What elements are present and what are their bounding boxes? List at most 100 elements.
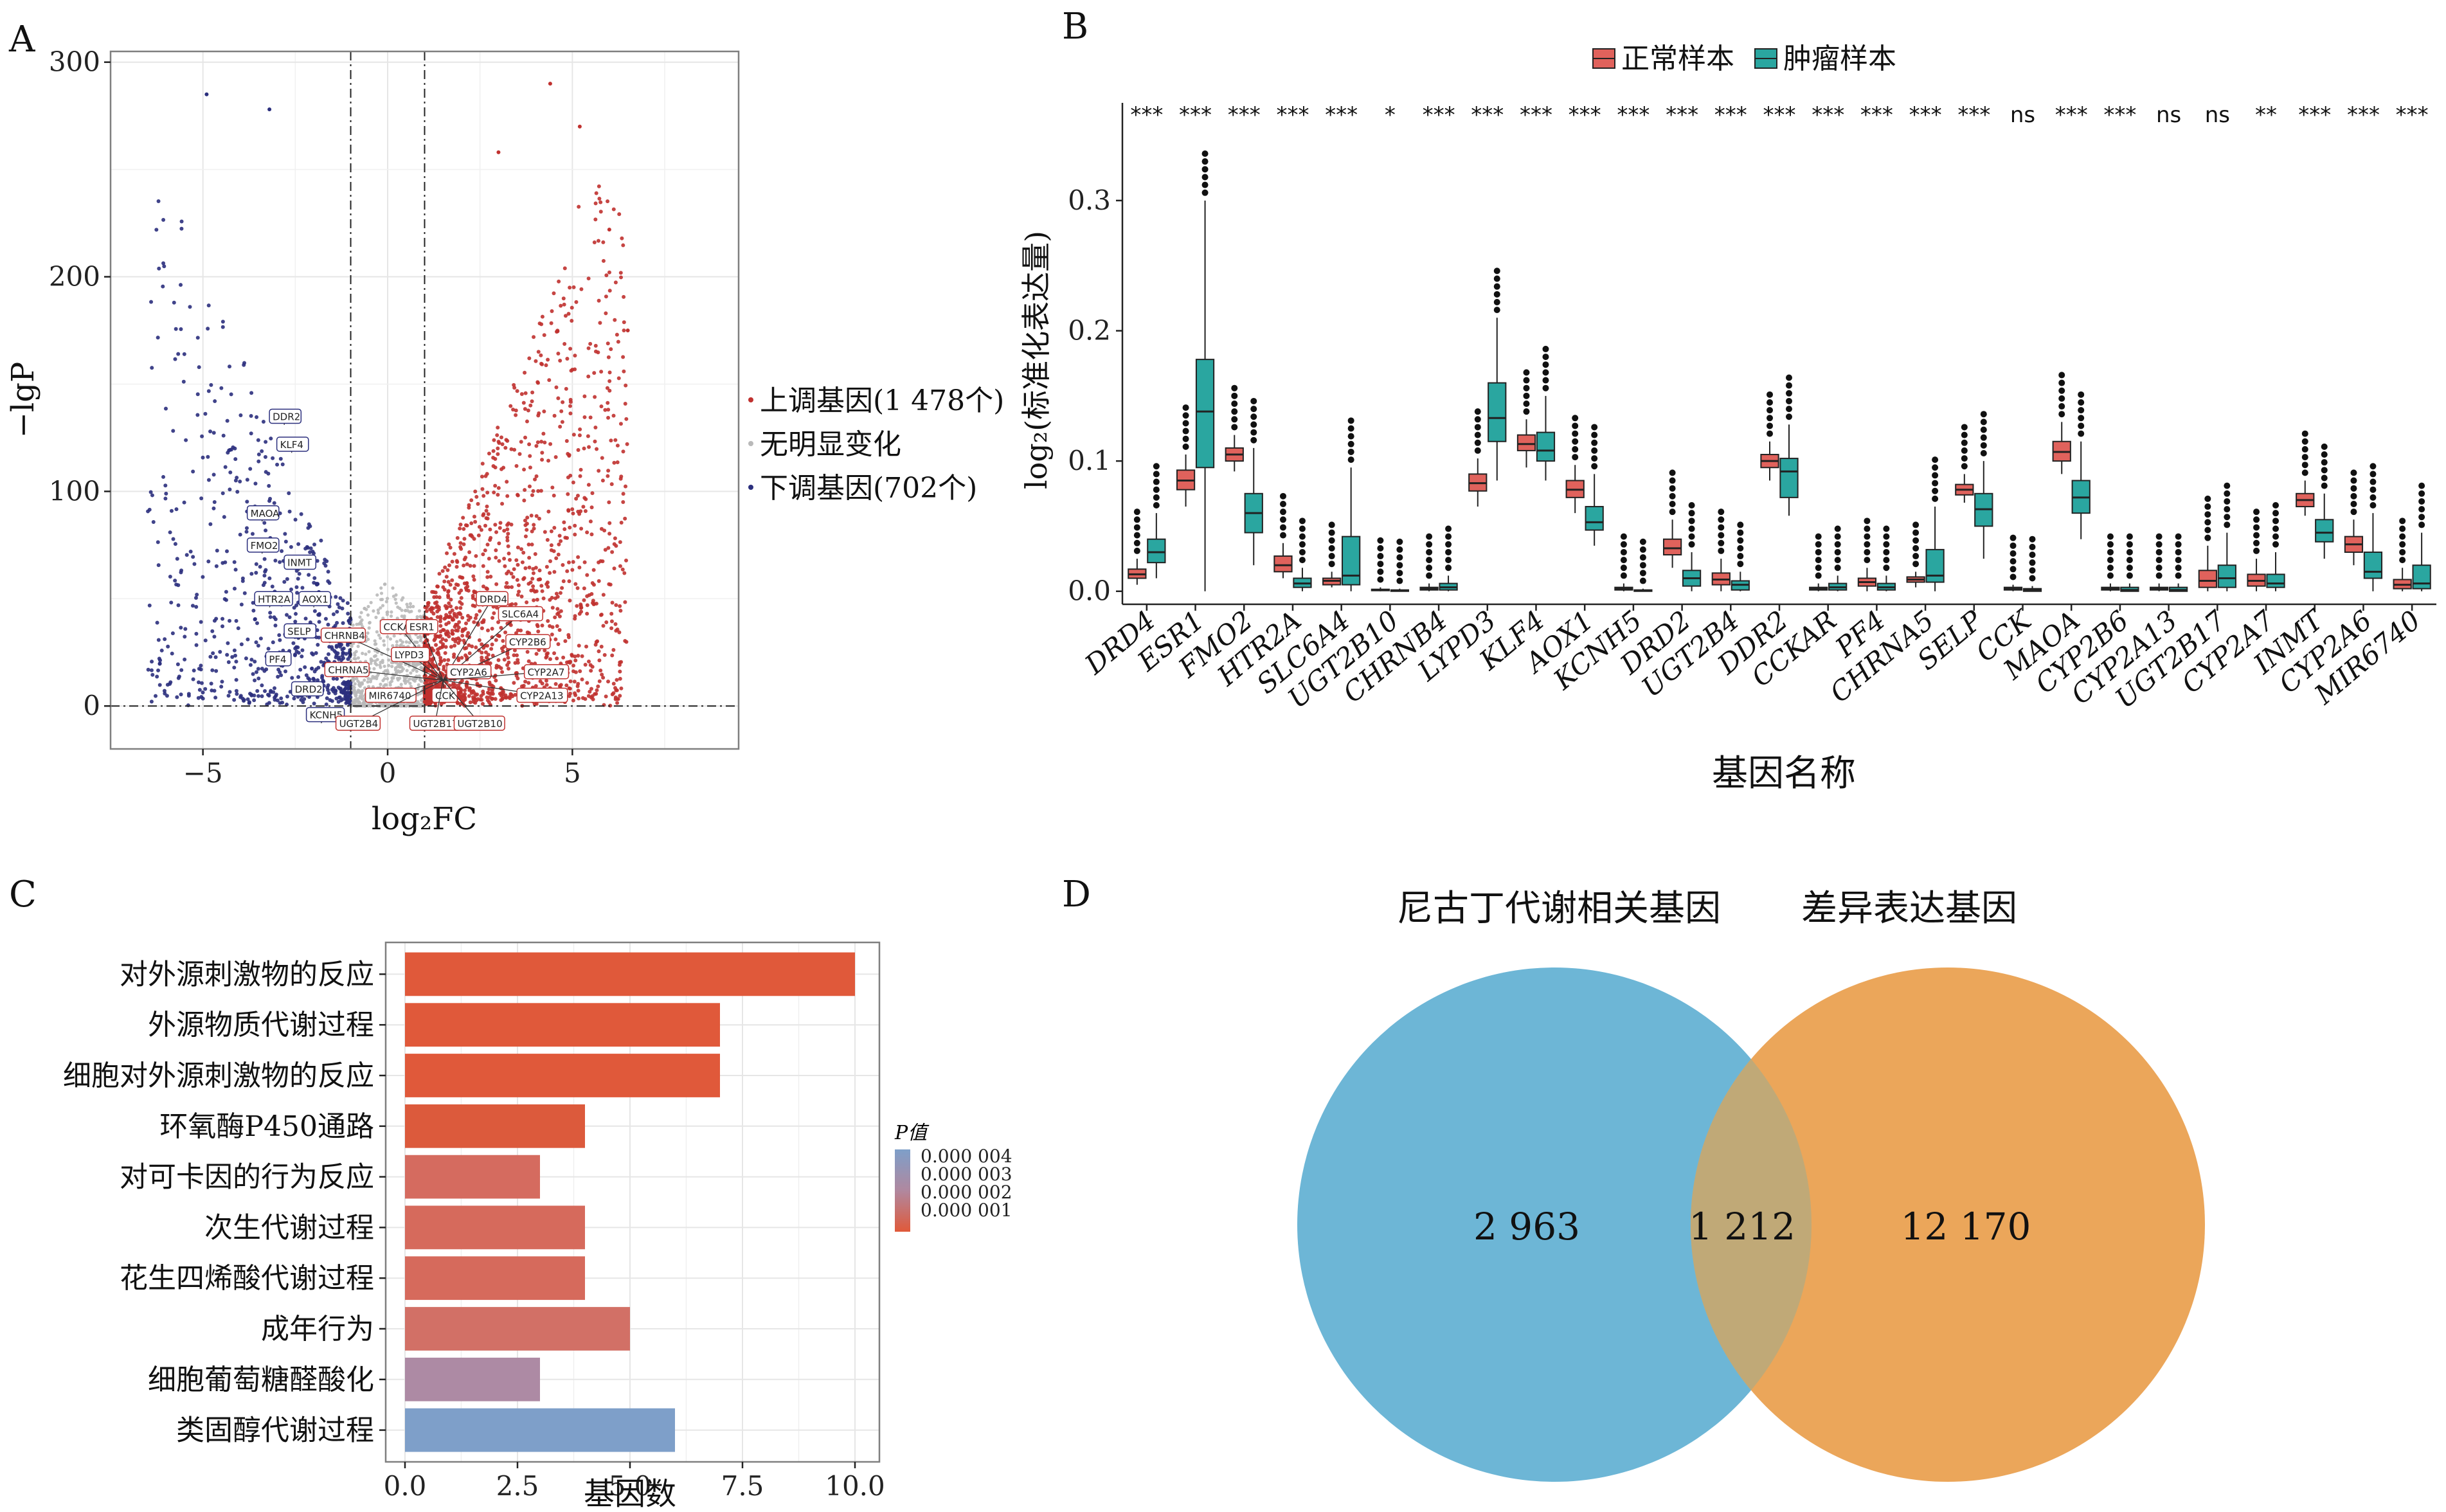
volcano-point-up [594, 191, 598, 195]
volcano-point-nochange [376, 608, 380, 612]
volcano-point-up [446, 590, 451, 594]
volcano-point-up [549, 529, 553, 534]
boxplot-outlier [1718, 509, 1725, 516]
volcano-point-up [620, 236, 624, 240]
volcano-point-up [550, 633, 554, 637]
gene-tag-label: UGT2B17 [413, 718, 458, 730]
volcano-point-down [222, 515, 226, 519]
volcano-point-up [571, 433, 576, 437]
boxplot-outlier [2078, 415, 2085, 422]
volcano-point-down [233, 457, 238, 462]
volcano-point-up [555, 656, 559, 661]
volcano-point-up [618, 271, 623, 275]
boxplot-outlier [2321, 443, 2328, 450]
boxplot-outlier [2078, 391, 2085, 398]
volcano-point-up [467, 686, 472, 690]
volcano-point-up [444, 575, 449, 579]
volcano-point-up [583, 663, 588, 667]
volcano-point-up [474, 613, 479, 617]
boxplot-outlier [2253, 509, 2260, 516]
volcano-point-up [460, 602, 464, 606]
volcano-point-nochange [379, 660, 382, 664]
volcano-point-down [233, 568, 238, 572]
significance-mark: *** [2298, 102, 2331, 128]
volcano-point-up [580, 654, 584, 658]
boxplot-outlier [1591, 439, 1598, 446]
volcano-point-down [296, 675, 301, 680]
volcano-point-down [267, 576, 272, 580]
volcano-point-up [611, 647, 616, 652]
volcano-point-down [256, 644, 260, 648]
volcano-point-up [447, 614, 452, 618]
volcano-point-up [464, 621, 469, 626]
bar-x-tick-label: 2.5 [496, 1470, 539, 1502]
volcano-point-down [226, 694, 231, 698]
volcano-point-up [614, 629, 618, 633]
volcano-point-down [256, 676, 261, 681]
boxplot-outlier [1639, 546, 1646, 553]
volcano-point-down [300, 654, 304, 659]
volcano-point-up [613, 622, 618, 626]
significance-mark: ns [2010, 102, 2035, 128]
volcano-point-down [168, 680, 173, 685]
boxplot-outlier [1767, 430, 1774, 437]
boxplot-outlier [1767, 399, 1774, 406]
volcano-point-nochange [352, 689, 355, 694]
volcano-point-up [494, 555, 498, 560]
gene-tag-box [283, 554, 317, 570]
volcano-point-nochange [396, 678, 400, 682]
volcano-point-nochange [400, 640, 404, 644]
boxplot-outlier [1474, 439, 1481, 446]
volcano-point-up [510, 694, 515, 699]
volcano-point-up [466, 613, 471, 618]
volcano-point-up [485, 491, 490, 495]
volcano-point-up [438, 624, 443, 628]
volcano-point-nochange [408, 677, 411, 681]
volcano-point-nochange [403, 679, 407, 683]
volcano-point-down [201, 696, 205, 701]
volcano-point-up [558, 358, 562, 363]
volcano-point-up [623, 516, 627, 521]
volcano-point-down [311, 676, 316, 681]
volcano-point-up [597, 298, 601, 303]
boxplot-outlier [1328, 537, 1335, 544]
volcano-point-up [504, 438, 508, 442]
panel-letter-b: B [1062, 6, 1088, 48]
volcano-point-up [597, 679, 602, 683]
bar-category-label: 细胞对外源刺激物的反应 [63, 1059, 374, 1092]
bar-category-label: 成年行为 [261, 1313, 374, 1346]
volcano-point-up [579, 287, 584, 291]
volcano-point-down [344, 652, 348, 656]
boxplot-outlier [1932, 472, 1939, 479]
volcano-point-up [443, 565, 447, 570]
volcano-point-up [503, 446, 508, 450]
volcano-point-up [481, 552, 485, 557]
boxplot-outlier [1639, 538, 1646, 545]
volcano-point-down [264, 470, 268, 474]
volcano-point-down [269, 688, 273, 693]
gene-tag-box [523, 664, 570, 680]
boxplot-outlier [1688, 510, 1695, 517]
volcano-point-down [220, 624, 225, 629]
volcano-point-up [470, 644, 474, 649]
volcano-point-down [245, 500, 249, 504]
volcano-point-up [458, 523, 463, 527]
volcano-point-up [492, 611, 496, 615]
volcano-point-up [523, 680, 528, 684]
volcano-point-up [539, 489, 543, 493]
volcano-point-down [238, 413, 243, 418]
volcano-point-down [317, 635, 321, 640]
bar-category-label: 对可卡因的行为反应 [120, 1161, 374, 1194]
volcano-point-up [562, 266, 567, 271]
volcano-point-up [555, 607, 560, 611]
volcano-point-down [341, 651, 345, 655]
volcano-point-up [458, 606, 463, 610]
boxplot-outlier [2224, 482, 2231, 489]
volcano-point-down [254, 570, 258, 575]
volcano-point-up [484, 586, 489, 591]
volcano-point-down [324, 656, 328, 661]
boxplot-outlier [1688, 502, 1695, 509]
boxplot-outlier [1377, 576, 1384, 583]
volcano-point-up [422, 674, 427, 678]
